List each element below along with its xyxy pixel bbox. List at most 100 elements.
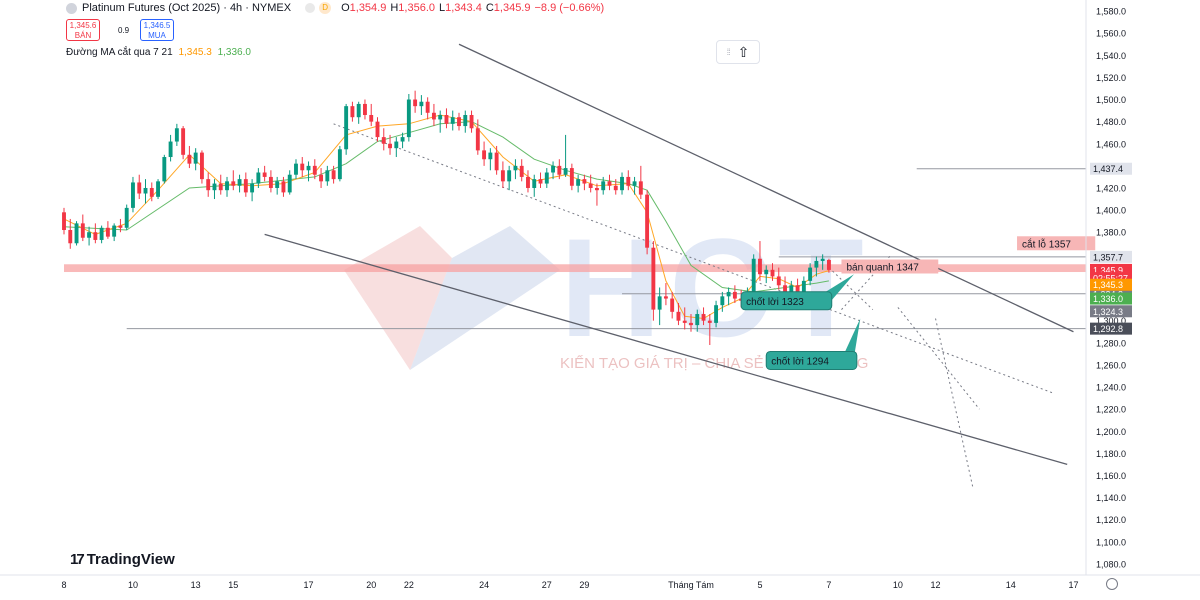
candle-body — [450, 117, 455, 124]
candle-body — [438, 115, 443, 120]
price-tick-label: 1,080.0 — [1096, 559, 1126, 569]
time-tick-label: 20 — [366, 580, 376, 590]
level-label: 1,357.7 — [1093, 252, 1123, 262]
candle-body — [732, 291, 737, 299]
candle-body — [406, 99, 411, 138]
price-tick-label: 1,260.0 — [1096, 360, 1126, 370]
time-tick-label: 29 — [579, 580, 589, 590]
trend-line — [333, 123, 1055, 395]
candle-body — [337, 149, 342, 180]
time-tick-label: 22 — [404, 580, 414, 590]
time-tick-label: Tháng Tám — [668, 580, 714, 590]
drag-handle-icon[interactable]: ⁞⁞ — [726, 47, 731, 57]
candle-body — [87, 232, 92, 238]
symbol-title[interactable]: Platinum Futures (Oct 2025) · 4h · NYMEX — [82, 2, 292, 14]
ohlc-open: O1,354.9 — [341, 2, 387, 14]
candle-body — [764, 269, 769, 275]
change-value: −8.9 (−0.66%) — [534, 2, 605, 14]
watermark-letters: HCT — [560, 209, 872, 366]
price-tick-label: 1,380.0 — [1096, 228, 1126, 238]
share-button[interactable]: ⁞⁞ ⇧ — [716, 40, 760, 64]
candle-body — [256, 172, 261, 184]
candle-body — [413, 99, 418, 107]
candle-body — [218, 183, 223, 191]
candle-body — [137, 182, 142, 194]
ma-fast-value: 1,345.3 — [178, 47, 212, 58]
candle-body — [663, 296, 668, 299]
level-label: 1,437.4 — [1093, 164, 1123, 174]
price-axis[interactable]: 1,580.0 1,560.0 1,540.0 1,520.0 1,500.0 1,480… — [1085, 0, 1132, 575]
candle-body — [425, 101, 430, 113]
time-tick-label: 14 — [1006, 580, 1016, 590]
candle-body — [720, 296, 725, 306]
candle-body — [707, 320, 712, 323]
time-tick-label: 12 — [931, 580, 941, 590]
candle-body — [595, 187, 599, 191]
candle-body — [162, 157, 167, 182]
price-label-bg — [1090, 305, 1132, 318]
candle-body — [149, 187, 154, 197]
price-tick-label: 1,120.0 — [1096, 515, 1126, 525]
candle-body — [469, 115, 474, 129]
candle-body — [181, 128, 186, 155]
buy-label: MUA — [148, 31, 166, 40]
sell-label: BÁN — [74, 31, 92, 40]
close-value: 1,345.9 — [493, 2, 531, 14]
candle-body — [626, 176, 631, 186]
candle-body — [243, 179, 248, 193]
tradingview-logo[interactable]: 17 TradingView — [70, 551, 175, 568]
platinum-symbol-icon — [66, 2, 77, 14]
candle-body — [563, 168, 568, 175]
price-tick-label: 1,300.0 — [1096, 316, 1126, 326]
trend-channel — [264, 43, 1074, 489]
annotations: cắt lỗ 1357 bán quanh 1347 chốt lời 1323 ch… — [740, 236, 1096, 370]
horizontal-levels — [126, 168, 1086, 330]
sell-button[interactable]: 1,345.6 BÁN — [66, 19, 100, 41]
price-label: 02:55:27 — [1093, 274, 1128, 284]
price-tick-label: 1,220.0 — [1096, 405, 1126, 415]
candle-body — [701, 314, 706, 321]
candle-body — [300, 163, 305, 171]
time-axis[interactable]: 8 10 13 15 17 20 22 24 27 29 Tháng Tám 5 7 10 12 14 17 — [0, 574, 1200, 590]
candle-body — [601, 181, 606, 191]
level-label: 1,292.8 — [1093, 324, 1123, 334]
candle-body — [607, 181, 612, 186]
candle-body — [695, 314, 700, 326]
candle-body — [651, 247, 656, 310]
candle-body — [312, 165, 317, 175]
time-tick-label: 17 — [304, 580, 314, 590]
price-tick-label: 1,200.0 — [1096, 427, 1126, 437]
candle-body — [419, 101, 424, 107]
candle-body — [394, 141, 399, 149]
price-tick-label: 1,100.0 — [1096, 537, 1126, 547]
candle-body — [519, 165, 524, 177]
trend-line — [458, 43, 1074, 333]
price-tick-label: 1,540.0 — [1096, 51, 1126, 61]
time-tick-label: 7 — [826, 580, 831, 590]
candle-body — [557, 165, 562, 175]
candle-body — [262, 172, 267, 177]
price-tick-label: 1,160.0 — [1096, 471, 1126, 481]
candle-body — [363, 103, 367, 115]
candle-body — [670, 298, 675, 312]
ohlc-close: C1,345.9 — [485, 2, 531, 14]
candle-body — [814, 260, 819, 268]
time-tick-label: 13 — [191, 580, 201, 590]
candle-body — [74, 223, 79, 244]
candle-body — [199, 152, 204, 180]
ma-legend[interactable]: Đường MA cắt qua 7 21 1,345.3 1,336.0 — [66, 47, 251, 58]
time-tick-label: 24 — [479, 580, 489, 590]
ohlc-high: H1,356.0 — [390, 2, 435, 14]
candle-body — [375, 121, 380, 138]
price-tick-label: 1,420.0 — [1096, 183, 1126, 193]
price-label: 1,345.9 — [1093, 265, 1123, 275]
candle-body — [507, 170, 512, 182]
annotation-text: bán quanh 1347 — [846, 262, 919, 273]
visibility-icon[interactable] — [305, 3, 316, 13]
buy-button[interactable]: 1,346.5 MUA — [140, 19, 174, 41]
gear-icon[interactable] — [1106, 578, 1118, 590]
candle-body — [350, 106, 355, 118]
candle-body — [751, 258, 756, 292]
